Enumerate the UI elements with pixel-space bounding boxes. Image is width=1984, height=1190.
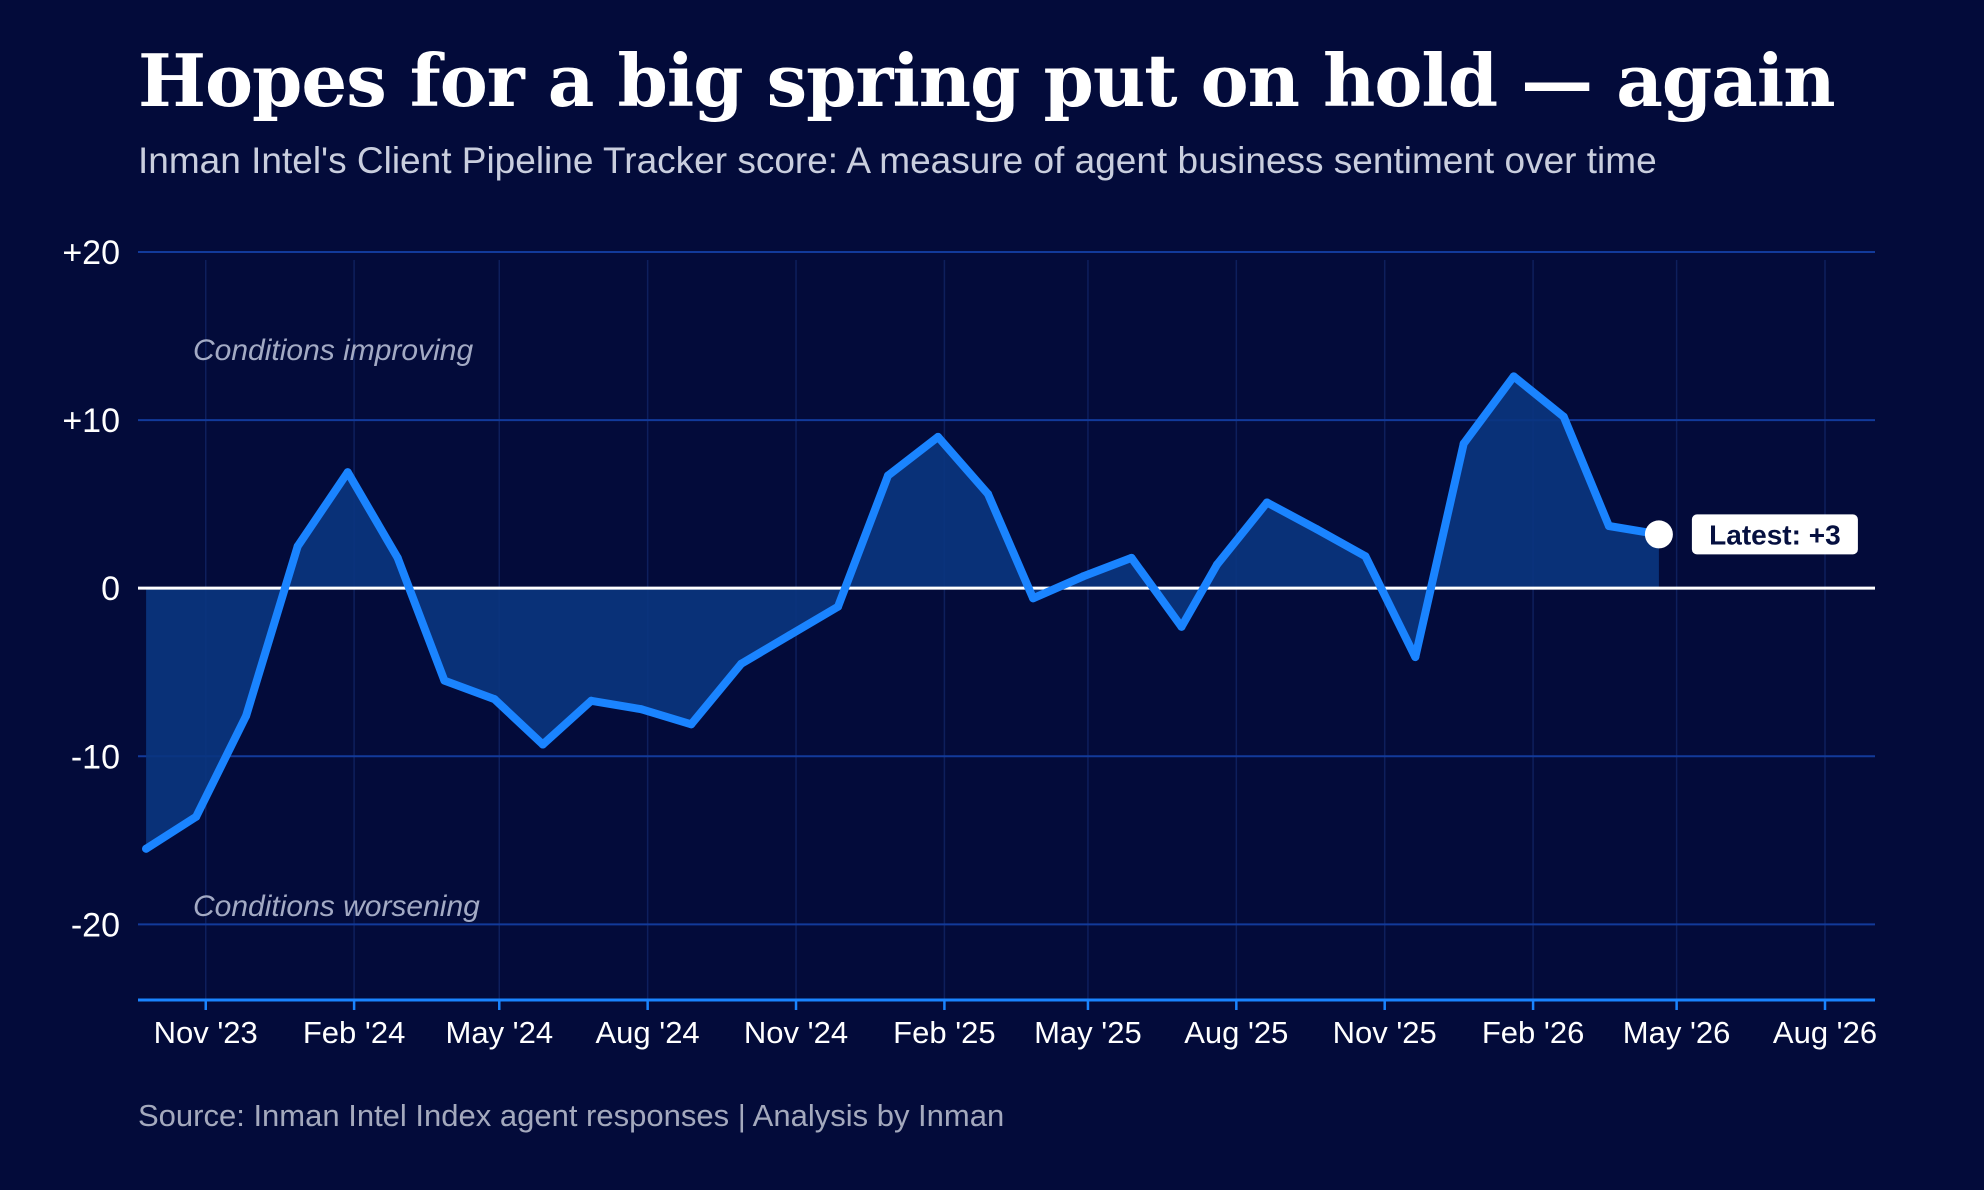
x-tick-label: Aug '24 [596, 1015, 700, 1050]
data-point [934, 432, 942, 441]
y-tick-label: -10 [71, 738, 120, 776]
source-note: Source: Inman Intel Index agent response… [138, 1098, 1005, 1133]
data-point [142, 844, 151, 853]
zone-label-worsening: Conditions worsening [193, 890, 480, 923]
x-tick-label: May '26 [1623, 1015, 1731, 1050]
y-tick-label: 0 [101, 570, 120, 608]
data-point [1361, 552, 1370, 561]
data-point [440, 676, 449, 685]
data-point [637, 705, 646, 714]
vertical-gridlines [204, 260, 1826, 1000]
x-tick-label: Nov '23 [154, 1015, 258, 1050]
data-point [538, 740, 547, 749]
data-point [1313, 525, 1321, 534]
data-point [192, 812, 201, 821]
data-point [785, 631, 794, 640]
chart-subtitle: Inman Intel's Client Pipeline Tracker sc… [138, 140, 1657, 181]
data-point [1604, 522, 1613, 530]
data-point [1459, 439, 1468, 448]
zone-label-improving: Conditions improving [193, 334, 473, 367]
data-point [1263, 498, 1271, 507]
data-point [1127, 553, 1136, 562]
data-point [834, 602, 842, 611]
data-point [1029, 594, 1038, 603]
y-tick-label: -20 [71, 906, 120, 944]
x-axis-ticks: Nov '23 Feb '24 May '24 Aug '24 Nov '24 Feb '… [154, 1015, 1877, 1050]
data-point [1559, 412, 1568, 421]
y-axis-ticks: +20 +10 0 -10 -20 [62, 234, 120, 944]
data-point [884, 471, 892, 480]
data-point [293, 542, 302, 551]
data-point [1213, 560, 1221, 569]
y-tick-label: +20 [62, 234, 120, 272]
y-tick-label: +10 [62, 402, 120, 440]
data-point [1509, 372, 1518, 381]
x-tick-label: Feb '25 [893, 1015, 995, 1050]
chart-title: Hopes for a big spring put on hold — aga… [138, 38, 1836, 123]
x-tick-label: May '24 [446, 1015, 554, 1050]
x-tick-label: Nov '25 [1333, 1015, 1437, 1050]
latest-label: Latest: +3 [1709, 519, 1841, 550]
latest-label-box [1691, 514, 1858, 555]
latest-point-marker [1644, 520, 1673, 549]
x-tick-label: Nov '24 [744, 1015, 848, 1050]
x-tick-label: Aug '26 [1773, 1015, 1877, 1050]
latest-annotation: Latest: +3 [1644, 514, 1858, 555]
x-tick-label: May '25 [1034, 1015, 1142, 1050]
data-point [393, 553, 402, 562]
area-layer [146, 376, 1659, 849]
data-point [343, 468, 352, 477]
data-point [1411, 653, 1420, 662]
data-point [242, 711, 251, 720]
data-point [490, 695, 499, 704]
data-point [737, 659, 746, 668]
x-tick-label: Feb '24 [303, 1015, 405, 1050]
horizontal-gridlines [138, 251, 1875, 926]
data-point [1177, 622, 1186, 631]
series-line [142, 372, 1663, 853]
data-point [587, 696, 596, 705]
series-area [146, 376, 1659, 849]
line-area-chart: +20 +10 0 -10 -20 Nov '23 Feb '24 May '24 Aug '… [62, 234, 1877, 1050]
x-tick-label: Feb '26 [1482, 1015, 1584, 1050]
x-axis [138, 998, 1875, 1010]
data-point [984, 490, 992, 498]
data-point [1079, 572, 1088, 581]
data-point [687, 720, 696, 729]
x-tick-label: Aug '25 [1184, 1015, 1288, 1050]
line-layer [142, 372, 1663, 853]
